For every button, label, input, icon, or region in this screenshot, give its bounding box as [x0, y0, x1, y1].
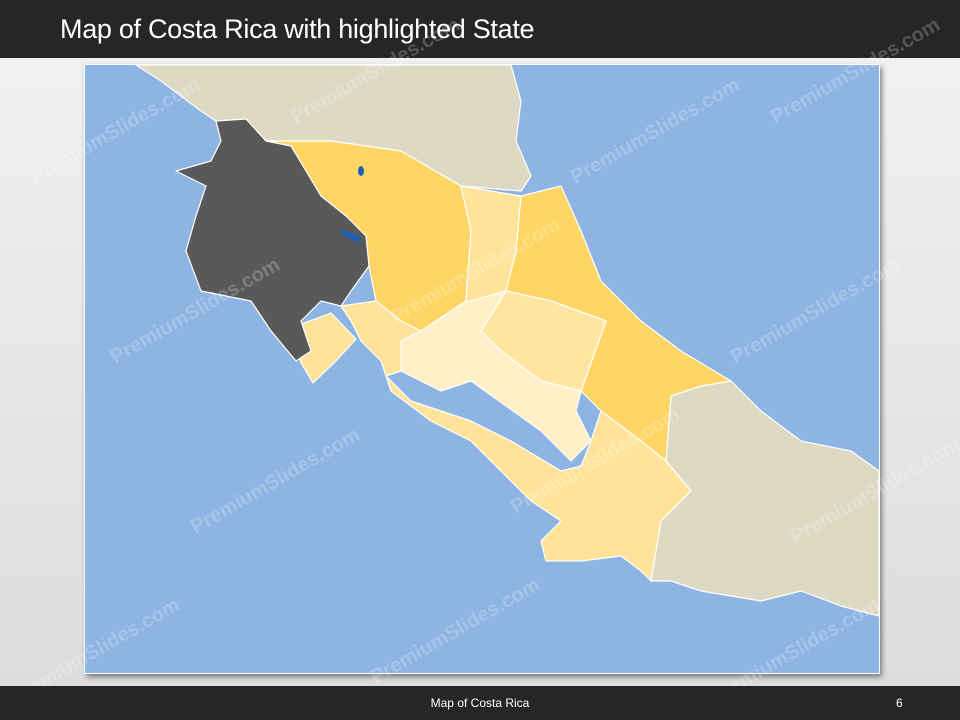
region-puntarenas[interactable] [340, 300, 692, 582]
region-puntarenas-nicoya[interactable] [295, 312, 357, 384]
costa-rica-map [84, 64, 880, 674]
lake-arenal [340, 230, 362, 242]
slide-title: Map of Costa Rica with highlighted State [60, 14, 535, 44]
map-svg [85, 64, 880, 673]
footer-bar: Map of Costa Rica 6 [0, 686, 960, 720]
region-guanacaste-highlighted[interactable] [175, 118, 370, 362]
footer-title: Map of Costa Rica [430, 696, 530, 710]
title-bar: Map of Costa Rica with highlighted State [0, 0, 960, 58]
lake-cote [358, 166, 364, 176]
page-number: 6 [896, 696, 903, 710]
